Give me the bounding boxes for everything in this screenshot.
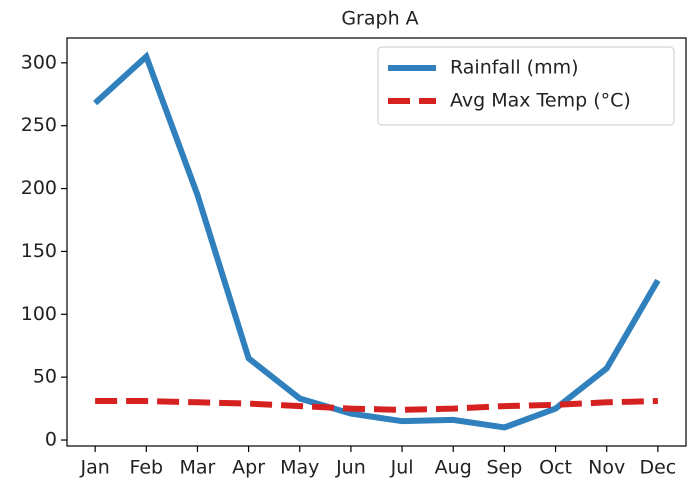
x-tick-label: Jul xyxy=(390,457,414,479)
x-tick-label: Nov xyxy=(588,457,625,479)
x-tick-label: Dec xyxy=(639,457,676,479)
x-tick-label: Oct xyxy=(539,457,572,479)
y-tick-label: 100 xyxy=(21,303,57,325)
x-tick-label: Aug xyxy=(435,457,472,479)
y-tick-label: 200 xyxy=(21,177,57,199)
y-tick-label: 250 xyxy=(21,114,57,136)
x-tick-label: Apr xyxy=(232,457,265,479)
x-tick-label: May xyxy=(280,457,319,479)
legend-box xyxy=(377,46,675,126)
x-tick-label: Jan xyxy=(79,457,109,479)
y-tick-label: 50 xyxy=(33,366,57,388)
x-tick-label: Sep xyxy=(486,457,522,479)
data-line xyxy=(95,398,658,413)
legend-label: Avg Max Temp (°C) xyxy=(450,90,631,112)
x-tick-label: Jun xyxy=(335,457,366,479)
chart-title: Graph A xyxy=(341,8,418,30)
y-tick-label: 300 xyxy=(21,51,57,73)
x-tick-label: Feb xyxy=(129,457,163,479)
plot-frame xyxy=(66,37,687,447)
y-tick-label: 0 xyxy=(45,429,57,451)
y-tick-label: 150 xyxy=(21,240,57,262)
legend-label: Rainfall (mm) xyxy=(450,57,579,79)
x-tick-label: Mar xyxy=(180,457,216,479)
